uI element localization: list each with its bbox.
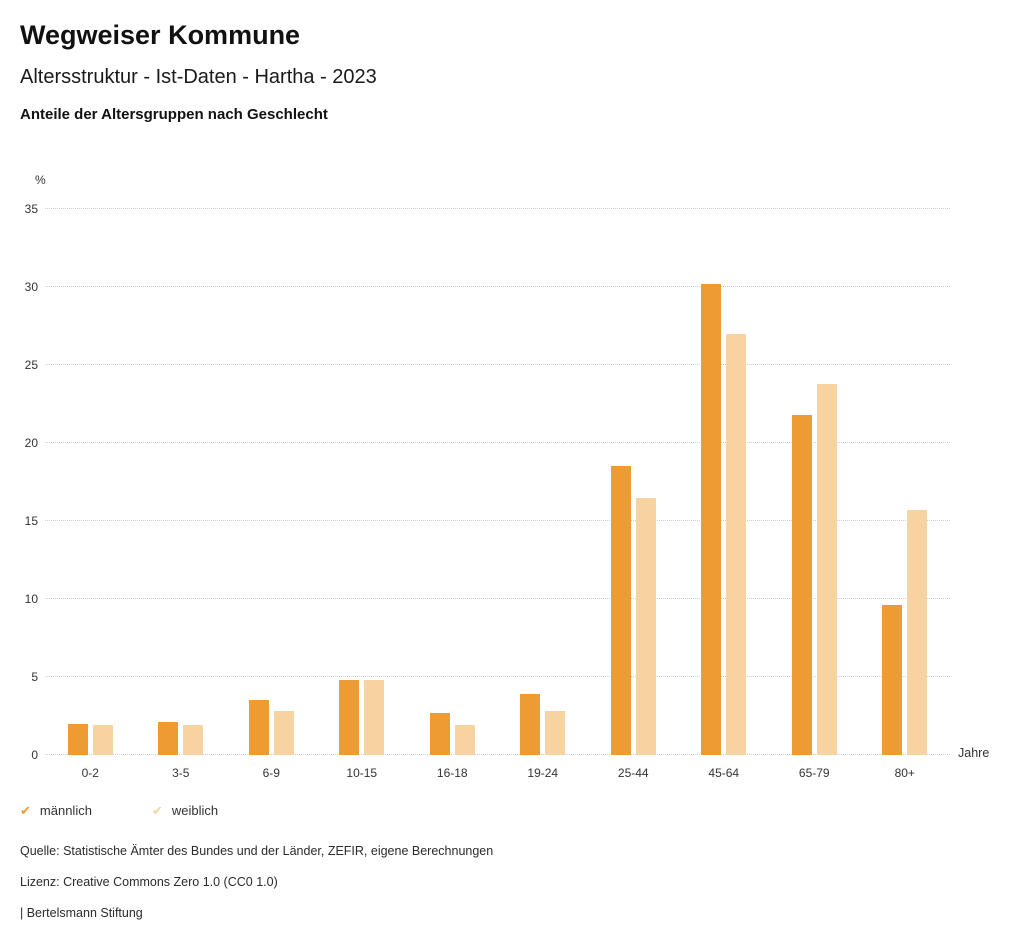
gridline: [45, 442, 950, 443]
legend-item-maennlich[interactable]: ✔ männlich: [20, 803, 92, 818]
bar-männlich-45-64: [701, 283, 722, 755]
y-axis-unit-label: %: [35, 173, 46, 187]
bar-männlich-65-79: [791, 414, 812, 755]
footer-source: Quelle: Statistische Ämter des Bundes un…: [20, 844, 494, 858]
y-axis-tick-label: 35: [24, 202, 38, 216]
y-axis-tick-label: 20: [24, 436, 38, 450]
bar-männlich-0-2: [67, 723, 88, 755]
bar-männlich-25-44: [610, 466, 631, 755]
y-axis-tick-label: 10: [24, 592, 38, 606]
bars-row: 0-2 3-5 6-9 10-15 16-18 19-24 25-44 45-64 65-79 8…: [45, 209, 951, 780]
x-axis-category-label: 25-44: [617, 766, 649, 780]
bar-männlich-80+: [882, 605, 903, 755]
y-axis-tick-label: 30: [24, 280, 38, 294]
bar-weiblich-80+: [907, 510, 928, 755]
check-icon: ✔: [20, 803, 31, 818]
x-axis-category-label: 0-2: [81, 766, 99, 780]
y-axis-tick-label: 5: [31, 670, 38, 684]
bar-weiblich-65-79: [816, 383, 837, 755]
bar-weiblich-0-2: [92, 725, 113, 755]
bar-group-10-15: 10-15: [317, 209, 408, 780]
bar-weiblich-6-9: [273, 711, 294, 755]
x-axis-unit-label: Jahre: [958, 746, 990, 760]
bar-weiblich-3-5: [183, 725, 204, 755]
gridline: [45, 754, 950, 755]
x-axis-category-label: 10-15: [346, 766, 378, 780]
bar-männlich-3-5: [158, 722, 179, 755]
legend-label-maennlich: männlich: [39, 803, 92, 818]
bar-group-45-64: 45-64: [679, 209, 770, 780]
gridline: [45, 364, 950, 365]
bar-group-19-24: 19-24: [498, 209, 589, 780]
y-axis-tick-label: 0: [31, 748, 38, 762]
x-axis-category-label: 16-18: [436, 766, 468, 780]
bar-weiblich-16-18: [454, 725, 475, 755]
x-axis-category-label: 6-9: [262, 766, 280, 780]
gridline: [45, 286, 950, 287]
legend-label-weiblich: weiblich: [171, 803, 219, 818]
bar-weiblich-19-24: [545, 711, 566, 755]
footer-license: Lizenz: Creative Commons Zero 1.0 (CC0 1…: [20, 875, 278, 889]
gridline: [45, 598, 950, 599]
legend: ✔ männlich ✔ weiblich: [20, 803, 218, 818]
page-title: Wegweiser Kommune: [20, 20, 301, 50]
bar-männlich-6-9: [248, 700, 269, 755]
bar-männlich-19-24: [520, 694, 541, 755]
x-axis-category-label: 65-79: [798, 766, 830, 780]
bar-weiblich-10-15: [364, 680, 385, 755]
x-axis-category-label: 45-64: [708, 766, 740, 780]
plot-area: % Jahre 0 5 10 15 20 25 30 35 0-2 3-5 6-9 10-15 16-1…: [25, 173, 990, 780]
x-axis-category-label: 3-5: [172, 766, 190, 780]
footer-attribution: | Bertelsmann Stiftung: [20, 906, 143, 920]
check-icon: ✔: [151, 803, 163, 818]
bar-group-3-5: 3-5: [136, 209, 227, 780]
gridline: [45, 208, 950, 209]
bar-weiblich-25-44: [635, 497, 656, 755]
x-axis-category-label: 80+: [894, 766, 915, 780]
chart-heading: Anteile der Altersgruppen nach Geschlech…: [20, 106, 328, 123]
bar-männlich-10-15: [339, 680, 360, 755]
gridline: [45, 676, 950, 677]
y-axis-tick-label: 15: [24, 514, 38, 528]
bar-group-80+: 80+: [860, 209, 951, 780]
y-axis-tick-label: 25: [24, 358, 38, 372]
bar-männlich-16-18: [429, 712, 450, 755]
legend-item-weiblich[interactable]: ✔ weiblich: [152, 803, 218, 818]
page-subtitle: Altersstruktur - Ist-Daten - Hartha - 20…: [20, 66, 377, 88]
bar-weiblich-45-64: [726, 333, 747, 755]
x-axis-category-label: 19-24: [527, 766, 559, 780]
gridline: [45, 520, 950, 521]
bar-group-0-2: 0-2: [45, 209, 136, 780]
bar-group-16-18: 16-18: [407, 209, 498, 780]
bar-group-25-44: 25-44: [588, 209, 679, 780]
bar-group-65-79: 65-79: [769, 209, 860, 780]
bar-group-6-9: 6-9: [226, 209, 317, 780]
